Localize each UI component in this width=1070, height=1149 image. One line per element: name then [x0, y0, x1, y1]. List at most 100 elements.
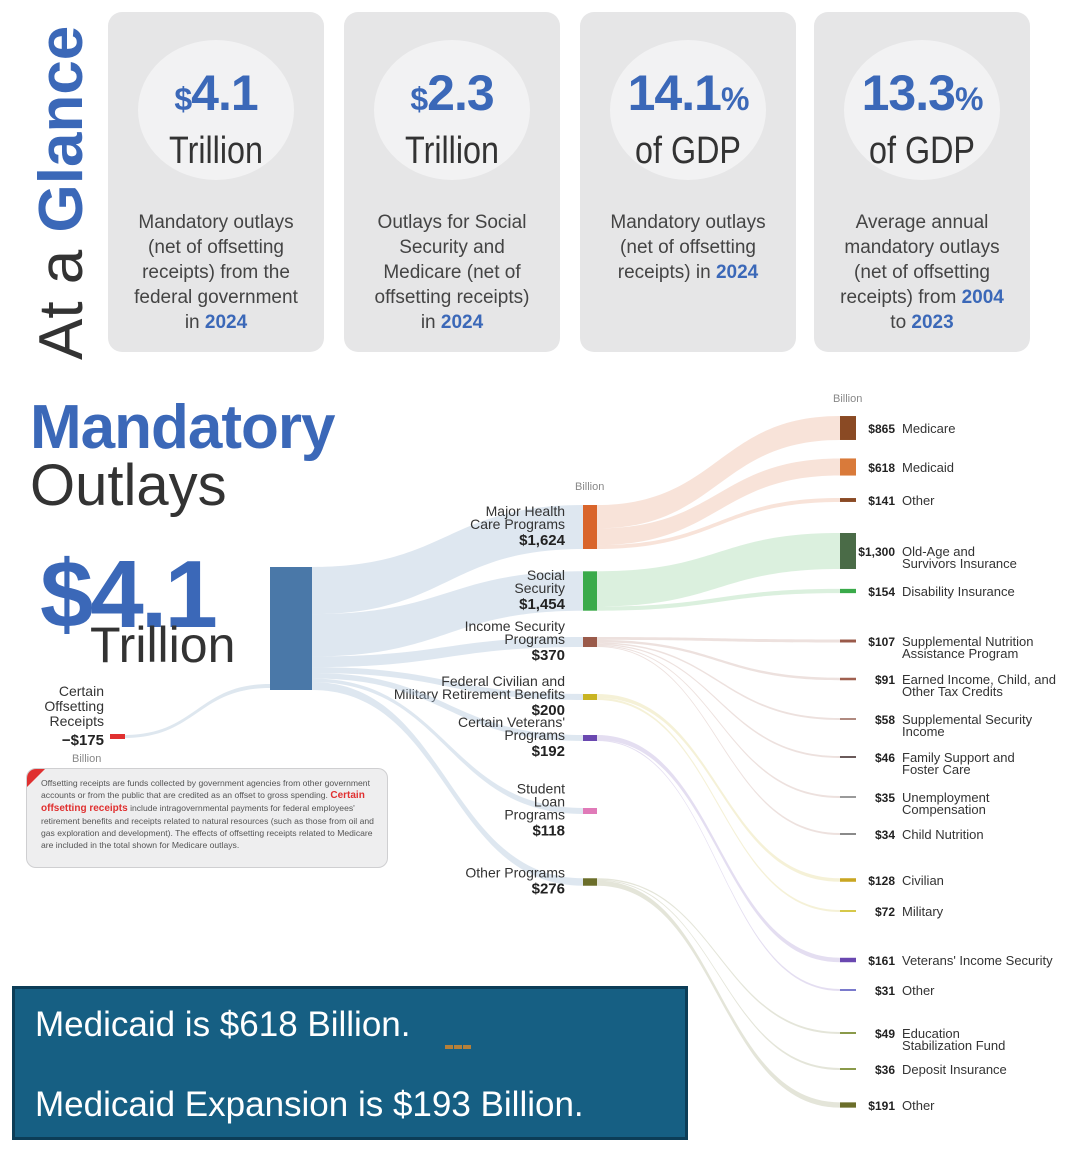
subcategory-node: [840, 498, 856, 502]
subcategory-flow: [597, 697, 840, 912]
subcategory-value: $128: [868, 874, 895, 888]
subcategory-label: Foster Care: [902, 762, 971, 777]
glance-card-circle: [374, 40, 530, 180]
subcategory-flow: [597, 735, 840, 963]
subcategory-node: [840, 718, 856, 720]
category-flow: [312, 505, 583, 615]
glance-card-description-text: Outlays for Social: [377, 212, 527, 233]
subcategory-node: [840, 639, 856, 643]
note-text-after: include intragovernmental payments for f…: [41, 803, 374, 850]
category-label: Other Programs: [465, 865, 565, 881]
glance-card-unit: Trillion: [405, 130, 499, 172]
subcategory-label: Medicaid: [902, 460, 954, 475]
offsetting-receipts-note: Offsetting receipts are funds collected …: [26, 768, 388, 868]
note-highlight: Certain offsetting receipts: [41, 790, 365, 814]
category-label: Loan: [534, 794, 565, 810]
glance-card-value: $4.1: [108, 64, 324, 122]
subcategory-label: Medicare: [902, 421, 955, 436]
category-label: Programs: [504, 807, 565, 823]
subcategory-label: Income: [902, 724, 945, 739]
glance-card-description-text: receipts) in: [617, 262, 716, 283]
glance-card-circle: [138, 40, 294, 180]
subcategory-value: $91: [875, 673, 895, 687]
subcategory-label: Earned Income, Child, and: [902, 672, 1056, 687]
glance-card-description-text: to: [890, 312, 912, 333]
subcategory-value: $191: [868, 1099, 895, 1113]
category-node: [583, 505, 597, 549]
category-label: Care Programs: [470, 516, 565, 532]
subcategory-value: $31: [875, 984, 895, 998]
subcategory-label: Veterans' Income Security: [902, 953, 1053, 968]
at-a-glance-part2: Glance: [27, 26, 90, 233]
medicaid-banner: Medicaid is $618 Billion. Medicaid Expan…: [12, 986, 688, 1140]
total-value: $4.1: [40, 541, 218, 648]
mandatory-heading: Mandatory: [30, 393, 335, 462]
glance-card-description-line: Mandatory outlays: [116, 210, 316, 235]
subcategory-value: $34: [875, 828, 895, 842]
glance-card-year: 2023: [911, 312, 954, 333]
glance-card-unit: of GDP: [635, 130, 741, 172]
subcategory-flow: [597, 639, 840, 681]
subcategory-label: Old-Age and: [902, 544, 975, 559]
subcategory-flow: [597, 694, 840, 882]
subcategory-flow: [597, 880, 840, 1108]
subcategory-label: Civilian: [902, 873, 944, 888]
subcategory-label: Supplemental Nutrition: [902, 634, 1034, 649]
subcategory-node: [840, 588, 856, 594]
category-node: [583, 694, 597, 700]
subcategory-node: [840, 796, 856, 798]
subcategory-label: Unemployment: [902, 790, 990, 805]
subcategory-node: [840, 1032, 856, 1034]
subcategory-node: [840, 910, 856, 912]
category-value: $200: [532, 702, 565, 719]
outlays-heading: Outlays: [30, 453, 227, 518]
glance-card-circle: [844, 40, 1000, 180]
subcategory-flow: [597, 646, 840, 835]
subcategory-label: Family Support and: [902, 750, 1015, 765]
glance-card: $2.3 Trillion Outlays for Social Security a…: [344, 12, 560, 352]
category-value: $276: [532, 881, 565, 898]
category-label: Social: [527, 567, 565, 583]
subcategory-label: Other: [902, 1098, 935, 1113]
banner-line-1: Medicaid is $618 Billion.: [35, 1005, 411, 1044]
offsets-unit: Billion: [72, 753, 101, 765]
subcategory-label: Disability Insurance: [902, 584, 1015, 599]
glance-card-currency: $: [410, 81, 428, 117]
note-text-before: Offsetting receipts are funds collected …: [41, 778, 370, 800]
subcategory-node: [840, 533, 856, 569]
subcategory-value: $1,300: [858, 545, 895, 559]
glance-card-description-text: (net of offsetting: [620, 237, 756, 258]
subcategory-node: [840, 833, 856, 835]
middle-unit-label: Billion: [575, 481, 604, 493]
category-label: Security: [514, 580, 565, 596]
glance-card-description-line: (net of offsetting: [588, 235, 788, 260]
glance-card-description-line: (net of offsetting: [822, 260, 1022, 285]
category-flow: [312, 681, 583, 886]
right-unit-label: Billion: [833, 393, 862, 405]
glance-card-suffix: %: [720, 81, 749, 117]
category-flow: [312, 672, 583, 741]
glance-card-currency: $: [174, 81, 192, 117]
glance-card-description-line: receipts) from the: [116, 260, 316, 285]
glance-card: 14.1% of GDP Mandatory outlays (net of offs…: [580, 12, 796, 352]
glance-card-number: 14.1: [627, 65, 722, 121]
subcategory-label: Child Nutrition: [902, 827, 984, 842]
glance-card-description-text: Average annual: [855, 212, 989, 233]
banner-line-2: Medicaid Expansion is $193 Billion.: [35, 1085, 584, 1124]
glance-card-description-text: Medicare (net of: [383, 262, 521, 283]
subcategory-value: $36: [875, 1063, 895, 1077]
glance-card-number: 13.3: [861, 65, 956, 121]
subcategory-flow: [597, 643, 840, 758]
glance-card-description-line: Average annual: [822, 210, 1022, 235]
note-text: Offsetting receipts are funds collected …: [41, 777, 381, 851]
glance-card-description-text: Mandatory outlays: [610, 212, 766, 233]
category-flow: [312, 667, 583, 700]
subcategory-value: $35: [875, 791, 895, 805]
category-flow: [312, 571, 583, 657]
offsets-label: Receipts: [50, 713, 104, 729]
offsets-label: Certain: [59, 683, 104, 699]
subcategory-value: $72: [875, 905, 895, 919]
subcategory-value: $58: [875, 713, 895, 727]
banner-dash-mark: [445, 1045, 471, 1053]
category-value: $1,454: [519, 596, 566, 613]
